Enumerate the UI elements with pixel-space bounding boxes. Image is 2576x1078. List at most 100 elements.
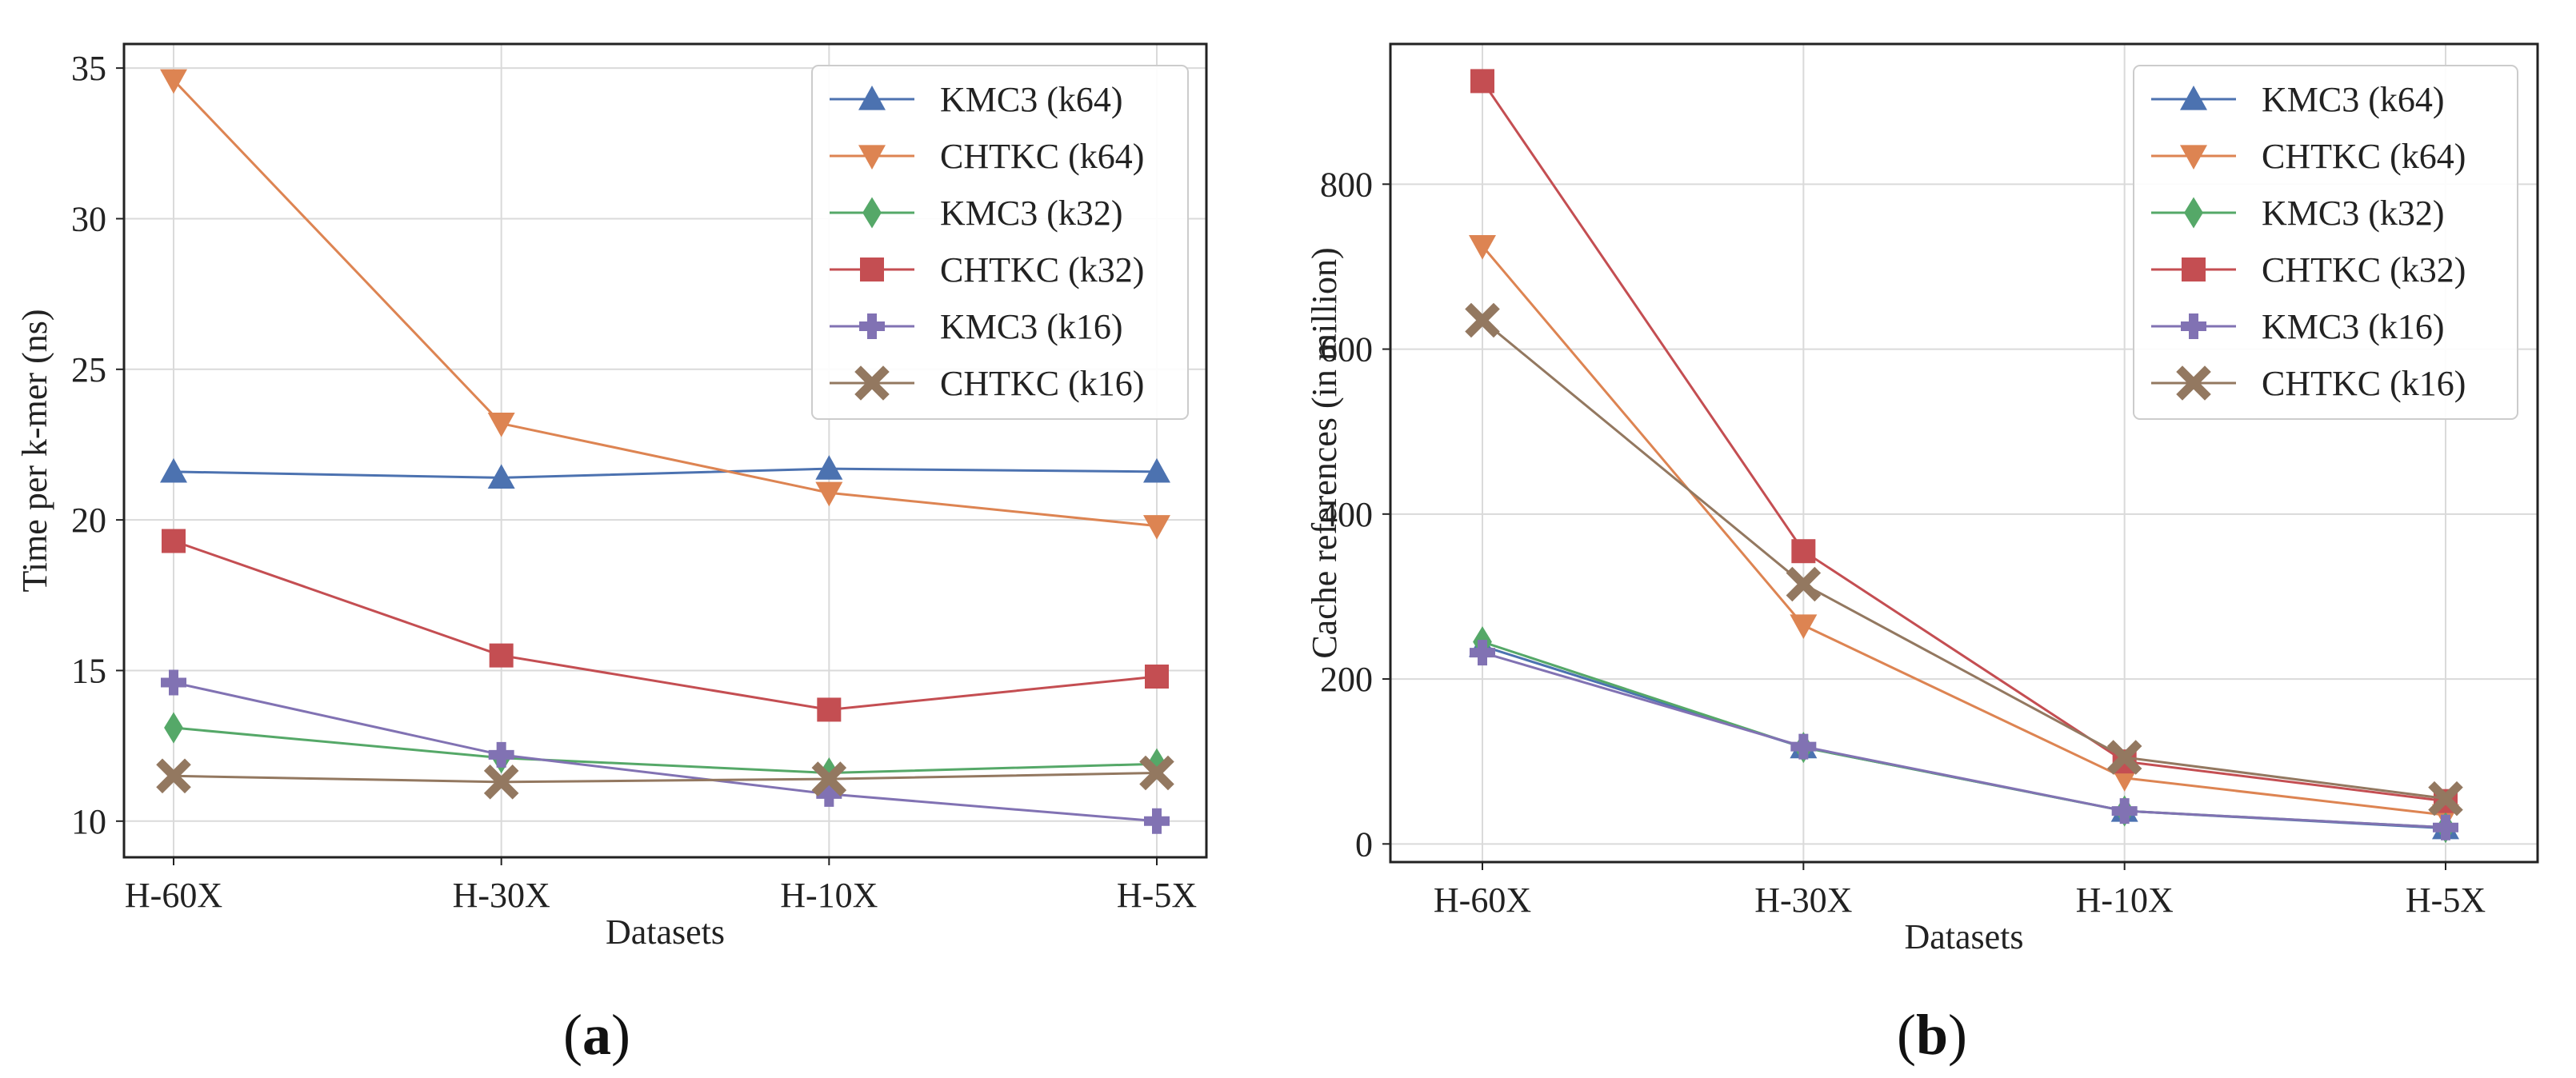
data-point-chtkc-k16-h-30x <box>1786 566 1822 602</box>
legend-entry-kmc3-k16: KMC3 (k16) <box>830 307 1123 346</box>
legend-entry-chtkc-k64: CHTKC (k64) <box>830 137 1144 176</box>
y-tick-label-800: 800 <box>1320 165 1373 204</box>
x-tick-label-h-5x: H-5X <box>2406 880 2486 920</box>
x-tick-label-h-5x: H-5X <box>1117 876 1197 915</box>
data-point-chtkc-k32-h-5x <box>1145 665 1169 689</box>
legend-marker-chtkc-k16 <box>854 365 890 401</box>
legend-box <box>2133 65 2518 420</box>
y-tick-label-25: 25 <box>71 350 106 389</box>
data-point-kmc3-k64-h-10x <box>815 455 843 480</box>
legend-marker-chtkc-k64 <box>2180 145 2207 170</box>
legend-marker-chtkc-k32 <box>860 258 884 281</box>
x-tick-label-h-10x: H-10X <box>780 876 878 915</box>
legend-marker-chtkc-k32 <box>2182 258 2206 281</box>
legend-entry-chtkc-k16: CHTKC (k16) <box>830 364 1144 403</box>
legend-label-kmc3-k16: KMC3 (k16) <box>940 307 1123 346</box>
data-point-chtkc-k16-h-10x <box>2106 740 2142 775</box>
legend-label-kmc3-k16: KMC3 (k16) <box>2262 307 2445 346</box>
y-tick-label-20: 20 <box>71 501 106 540</box>
y-tick-label-15: 15 <box>71 651 106 690</box>
legend-marker-chtkc-k64 <box>858 145 886 170</box>
legend-label-chtkc-k64: CHTKC (k64) <box>2262 137 2466 176</box>
x-tick-label-h-30x: H-30X <box>1754 880 1852 920</box>
data-point-chtkc-k16-h-30x <box>483 765 519 800</box>
panel-label: (a) <box>563 1003 630 1067</box>
series-chtkc-k16 <box>1465 302 2463 816</box>
legend-marker-kmc3-k32 <box>862 197 882 229</box>
series-line-kmc3-k64 <box>173 467 1158 479</box>
y-tick-label-200: 200 <box>1320 660 1373 699</box>
series-chtkc-k32 <box>162 529 1169 722</box>
legend: KMC3 (k64) CHTKC (k64) KMC3 (k32) CHTKC (k3… <box>811 65 1189 420</box>
data-point-chtkc-k32-h-30x <box>1791 539 1816 564</box>
legend-entry-kmc3-k64: KMC3 (k64) <box>2151 80 2445 119</box>
legend-marker-kmc3-k16 <box>859 313 885 339</box>
data-point-chtkc-k16-h-5x <box>1139 755 1174 791</box>
series-line-kmc3-k16 <box>1482 651 2446 829</box>
data-point-chtkc-k64-h-30x <box>487 413 515 437</box>
series-kmc3-k16 <box>1470 640 2458 840</box>
data-point-chtkc-k16-h-60x <box>1465 302 1500 338</box>
data-point-chtkc-k32-h-60x <box>1470 69 1494 94</box>
tick-labels: H-60X H-30X H-10X H-5X 0 200 400 600 800 <box>1320 165 2486 920</box>
tick-labels: H-60X H-30X H-10X H-5X 10 15 20 25 30 35 <box>71 49 1197 915</box>
data-point-kmc3-k32-h-60x <box>164 712 183 744</box>
panel-label-letter: b <box>1916 1003 1948 1067</box>
data-point-kmc3-k64-h-60x <box>160 457 187 483</box>
data-point-chtkc-k64-h-60x <box>1469 235 1496 260</box>
legend-entry-kmc3-k64: KMC3 (k64) <box>830 80 1123 119</box>
panel-label-open: ( <box>563 1003 582 1067</box>
data-point-kmc3-k16-h-5x <box>2433 814 2458 840</box>
legend-marker-kmc3-k64 <box>2180 86 2207 110</box>
legend-label-kmc3-k64: KMC3 (k64) <box>2262 80 2445 119</box>
axes-frame <box>1389 42 2539 864</box>
legend-marker-kmc3-k32 <box>2184 197 2203 229</box>
y-tick-label-0: 0 <box>1355 824 1373 864</box>
x-tick-label-h-10x: H-10X <box>2076 880 2174 920</box>
data-point-chtkc-k32-h-60x <box>162 529 186 553</box>
panel-label: (b) <box>1897 1003 1967 1067</box>
y-tick-label-400: 400 <box>1320 495 1373 534</box>
series-line-chtkc-k64 <box>172 79 1158 528</box>
series-line-kmc3-k16 <box>173 681 1158 823</box>
y-tick-label-10: 10 <box>71 802 106 841</box>
data-point-chtkc-k32-h-30x <box>489 643 514 668</box>
series-line-chtkc-k32 <box>173 540 1158 711</box>
x-axis-label: Datasets <box>606 912 725 952</box>
y-tick-label-35: 35 <box>71 49 106 88</box>
data-point-chtkc-k32-h-10x <box>817 697 842 722</box>
data-point-chtkc-k16-h-10x <box>811 761 847 797</box>
y-tick-label-30: 30 <box>71 199 106 238</box>
x-tick-label-h-30x: H-30X <box>453 876 550 915</box>
data-point-chtkc-k64-h-30x <box>1790 614 1818 640</box>
axes-frame <box>122 42 1208 859</box>
legend-label-chtkc-k32: CHTKC (k32) <box>2262 250 2466 289</box>
data-point-kmc3-k16-h-5x <box>1144 808 1170 834</box>
legend-label-kmc3-k32: KMC3 (k32) <box>940 194 1123 233</box>
series-line-kmc3-k32 <box>173 726 1158 775</box>
legend-label-kmc3-k64: KMC3 (k64) <box>940 80 1123 119</box>
legend-label-chtkc-k16: CHTKC (k16) <box>940 364 1144 403</box>
chart-panel-b: H-60X H-30X H-10X H-5X 0 200 400 600 800 Datasets… <box>1305 42 2539 1067</box>
series-line-chtkc-k16 <box>173 772 1158 784</box>
legend-label-chtkc-k64: CHTKC (k64) <box>940 137 1144 176</box>
legend-entry-kmc3-k32: KMC3 (k32) <box>2151 194 2445 233</box>
data-point-chtkc-k64-h-60x <box>160 69 187 94</box>
series-chtkc-k16 <box>156 755 1174 800</box>
data-point-kmc3-k16-h-10x <box>816 781 842 807</box>
legend-label-chtkc-k32: CHTKC (k32) <box>940 250 1144 289</box>
legend-entry-kmc3-k32: KMC3 (k32) <box>830 194 1123 233</box>
data-point-kmc3-k16-h-30x <box>1790 733 1817 760</box>
data-point-kmc3-k16-h-10x <box>2111 798 2138 824</box>
data-point-kmc3-k16-h-30x <box>488 741 514 768</box>
legend-entry-chtkc-k32: CHTKC (k32) <box>2151 250 2466 289</box>
legend-entry-chtkc-k32: CHTKC (k32) <box>830 250 1144 289</box>
data-point-chtkc-k16-h-60x <box>156 758 191 794</box>
chart-panel-a: H-60X H-30X H-10X H-5X 10 15 20 25 30 35 Datasets T… <box>15 42 1208 1067</box>
panel-label-open: ( <box>1897 1003 1916 1067</box>
series-line-chtkc-k64 <box>1481 245 2446 816</box>
y-axis-label: Cache references (in million) <box>1305 247 1344 658</box>
legend-entry-kmc3-k16: KMC3 (k16) <box>2151 307 2445 346</box>
x-tick-label-h-60x: H-60X <box>125 876 222 915</box>
